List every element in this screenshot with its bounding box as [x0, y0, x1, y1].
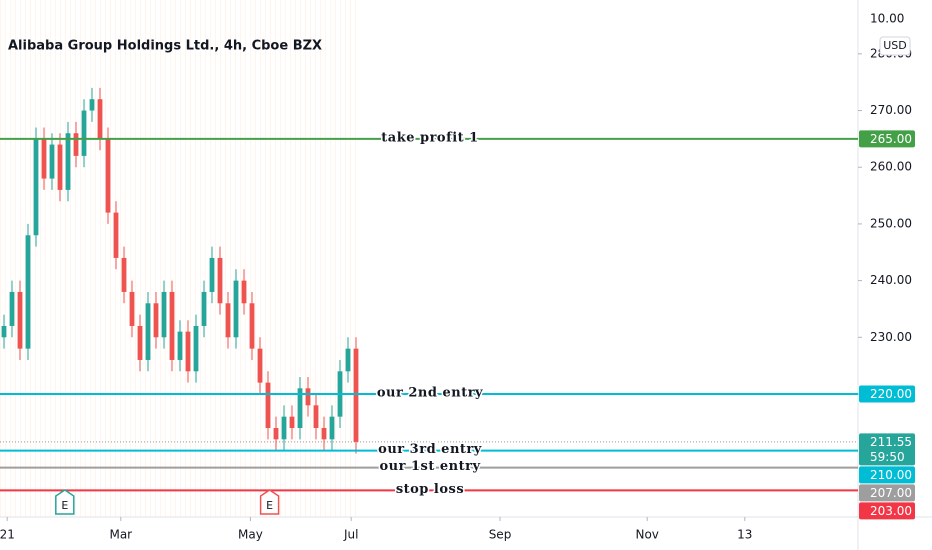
candle-body	[241, 280, 247, 304]
earnings-marker	[259, 489, 280, 515]
x-tick-label: Jul	[343, 528, 358, 542]
price-tag-label: 220.00	[870, 387, 912, 401]
candle-body	[233, 280, 239, 338]
candle-body	[81, 110, 87, 156]
candle-body	[297, 388, 303, 428]
candle-body	[209, 257, 215, 292]
candle-body	[97, 99, 103, 139]
candle-body	[113, 212, 119, 258]
candle-body	[257, 348, 263, 383]
candle-body	[57, 144, 63, 190]
price-tag-label: 211.55	[870, 435, 912, 449]
price-tag-label: 265.00	[870, 132, 912, 146]
candle-body	[321, 427, 327, 440]
candle-body	[105, 138, 111, 213]
candle-body	[201, 291, 207, 326]
level-name: our 2nd entry	[377, 385, 483, 400]
level-name: our 1st entry	[379, 459, 480, 474]
candle-body	[265, 382, 271, 428]
currency-button[interactable]	[879, 36, 911, 56]
level-name: stop loss	[396, 482, 464, 497]
candle-body	[345, 348, 351, 372]
x-tick-label: 13	[737, 528, 752, 542]
candle-body	[145, 303, 151, 360]
candle-body	[9, 291, 15, 326]
candle-body	[281, 416, 287, 440]
candle-body	[25, 235, 31, 349]
price-tag	[859, 385, 915, 403]
earnings-label: E	[61, 499, 68, 512]
price-tag	[859, 502, 915, 520]
y-tick-label: 230.00	[870, 330, 912, 344]
candle-body	[273, 427, 279, 440]
candle-body	[249, 303, 255, 349]
candle-body	[129, 291, 135, 326]
currency-button-label: USD	[883, 39, 907, 52]
x-tick-label: Sep	[489, 528, 512, 542]
candle-body	[161, 291, 167, 338]
candle-body	[89, 99, 95, 111]
price-tag	[859, 484, 915, 502]
price-tag-label: 59:50	[870, 450, 905, 464]
candle-body	[121, 257, 127, 292]
price-tag	[859, 130, 915, 148]
y-tick-label: 270.00	[870, 103, 912, 117]
price-tag	[859, 433, 915, 466]
y-tick-label: 240.00	[870, 273, 912, 287]
top-label: 10.00	[870, 12, 904, 26]
x-tick-label: Mar	[109, 528, 132, 542]
price-tag	[859, 466, 915, 484]
x-tick-label: May	[238, 528, 263, 542]
candle-body	[41, 138, 47, 179]
y-tick-label: 260.00	[870, 160, 912, 174]
earnings-label: E	[266, 499, 273, 512]
x-tick-label: Nov	[635, 528, 658, 542]
candle-body	[217, 257, 223, 304]
price-tag-label: 207.00	[870, 486, 912, 500]
candle-body	[153, 303, 159, 338]
level-name: take profit 1	[381, 130, 478, 145]
candle-body	[73, 133, 79, 156]
candle-body	[313, 405, 319, 428]
candle-body	[353, 348, 359, 442]
x-tick-label: 21	[0, 528, 15, 542]
candle-body	[1, 325, 7, 338]
candle-body	[33, 138, 39, 236]
candle-body	[193, 325, 199, 372]
candle-body	[65, 133, 71, 190]
chart-title: Alibaba Group Holdings Ltd., 4h, Cboe BZ…	[8, 39, 322, 54]
candle-body	[185, 331, 191, 372]
price-tag-label: 203.00	[870, 504, 912, 518]
candle-body	[49, 144, 55, 179]
price-tag-label: 210.00	[870, 468, 912, 482]
candle-body	[225, 303, 231, 338]
earnings-marker	[55, 489, 75, 515]
candle-body	[17, 291, 23, 349]
candle-body	[177, 331, 183, 360]
y-tick-label: 250.00	[870, 216, 912, 230]
level-name: our 3rd entry	[378, 442, 482, 457]
candle-body	[137, 325, 143, 360]
candle-body	[305, 388, 311, 406]
candle-body	[329, 416, 335, 440]
session-background	[0, 0, 356, 517]
candle-body	[169, 291, 175, 360]
candle-body	[289, 416, 295, 428]
